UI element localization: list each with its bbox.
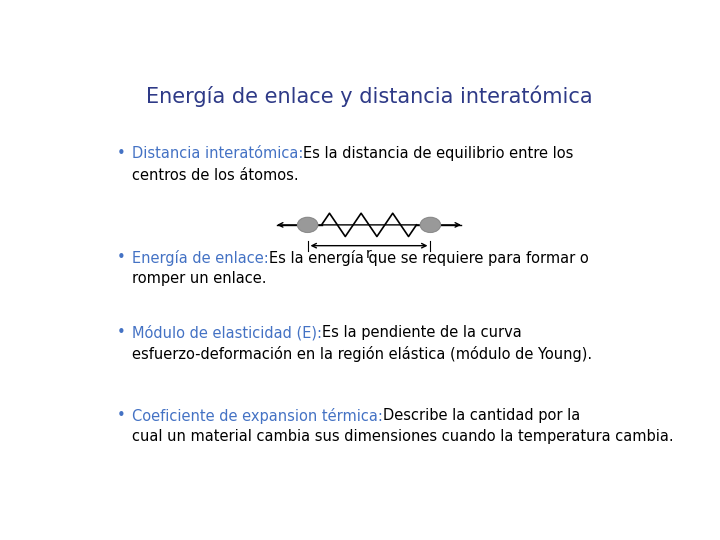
Text: Distancia interatómica:: Distancia interatómica: xyxy=(132,146,303,161)
Text: r: r xyxy=(366,246,372,260)
Text: centros de los átomos.: centros de los átomos. xyxy=(132,167,299,183)
Text: Es la energía que se requiere para formar o: Es la energía que se requiere para forma… xyxy=(269,250,588,266)
Text: Describe la cantidad por la: Describe la cantidad por la xyxy=(383,408,580,423)
Text: cual un material cambia sus dimensiones cuando la temperatura cambia.: cual un material cambia sus dimensiones … xyxy=(132,429,673,444)
Text: •: • xyxy=(117,146,125,161)
Text: Energía de enlace y distancia interatómica: Energía de enlace y distancia interatómi… xyxy=(145,85,593,107)
Text: romper un enlace.: romper un enlace. xyxy=(132,272,266,286)
Text: Es la distancia de equilibrio entre los: Es la distancia de equilibrio entre los xyxy=(303,146,574,161)
Text: esfuerzo-deformación en la región elástica (módulo de Young).: esfuerzo-deformación en la región elásti… xyxy=(132,346,592,362)
Text: •: • xyxy=(117,408,125,423)
Circle shape xyxy=(420,218,441,232)
Text: Coeficiente de expansion térmica:: Coeficiente de expansion térmica: xyxy=(132,408,383,424)
Text: Módulo de elasticidad (E):: Módulo de elasticidad (E): xyxy=(132,325,322,340)
Circle shape xyxy=(297,218,318,232)
Text: •: • xyxy=(117,325,125,340)
Text: Es la pendiente de la curva: Es la pendiente de la curva xyxy=(322,325,521,340)
Text: Energía de enlace:: Energía de enlace: xyxy=(132,250,269,266)
Text: •: • xyxy=(117,250,125,265)
